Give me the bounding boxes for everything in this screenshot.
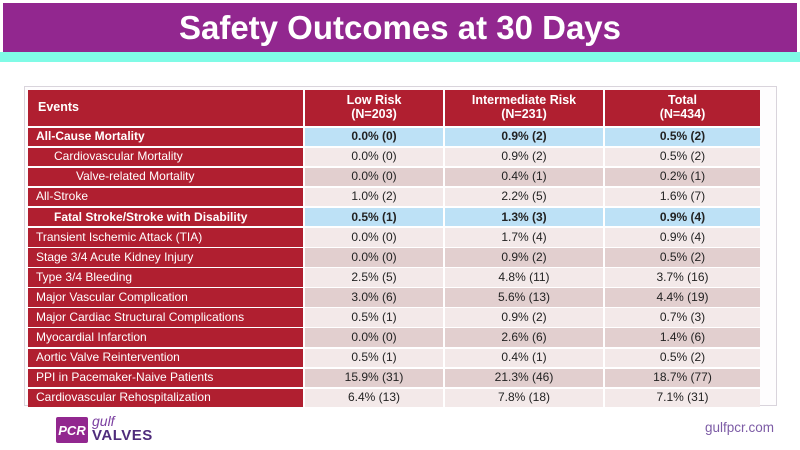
event-label: Major Cardiac Structural Complications: [28, 308, 303, 327]
logo-text: gulf VALVES: [92, 413, 153, 444]
column-header-n: (N=231): [501, 107, 547, 121]
value-cell: 0.9% (2): [445, 147, 603, 167]
event-label: Fatal Stroke/Stroke with Disability: [28, 207, 303, 227]
value-cell: 2.2% (5): [445, 187, 603, 207]
column-header-label: Low Risk: [346, 93, 402, 108]
event-label: Cardiovascular Rehospitalization: [28, 388, 303, 408]
value-cell: 2.6% (6): [445, 328, 603, 348]
event-label: PPI in Pacemaker-Naive Patients: [28, 368, 303, 388]
logo-valves-text: VALVES: [92, 427, 153, 444]
value-cell: 0.9% (4): [605, 227, 760, 247]
value-cell: 0.0% (0): [305, 328, 443, 348]
column-header-total: Total (N=434): [605, 90, 760, 126]
value-cell: 4.8% (11): [445, 268, 603, 287]
value-cell: 2.5% (5): [305, 268, 443, 287]
value-cell: 0.5% (1): [305, 207, 443, 227]
value-cell: 7.8% (18): [445, 388, 603, 408]
value-cell: 1.0% (2): [305, 187, 443, 207]
event-label: Transient Ischemic Attack (TIA): [28, 227, 303, 247]
value-cell: 0.4% (1): [445, 167, 603, 187]
column-header-intermediate-risk: Intermediate Risk (N=231): [445, 90, 603, 126]
value-cell: 6.4% (13): [305, 388, 443, 408]
column-header-label: Intermediate Risk: [471, 93, 577, 108]
value-cell: 0.7% (3): [605, 308, 760, 327]
value-cell: 3.7% (16): [605, 268, 760, 287]
slide-title: Safety Outcomes at 30 Days: [178, 8, 622, 46]
value-cell: 0.9% (2): [445, 127, 603, 147]
value-cell: 5.6% (13): [445, 288, 603, 307]
value-cell: 0.0% (0): [305, 147, 443, 167]
event-label: Valve-related Mortality: [28, 167, 303, 187]
column-header-low-risk: Low Risk (N=203): [305, 90, 443, 126]
value-cell: 0.0% (0): [305, 167, 443, 187]
value-cell: 0.0% (0): [305, 248, 443, 267]
pcr-logo-mark: PCR: [56, 417, 88, 443]
value-cell: 21.3% (46): [445, 368, 603, 388]
value-cell: 1.7% (4): [445, 227, 603, 247]
event-label: Cardiovascular Mortality: [28, 147, 303, 167]
value-cell: 0.5% (1): [305, 308, 443, 327]
value-cell: 4.4% (19): [605, 288, 760, 307]
value-cell: 0.0% (0): [305, 127, 443, 147]
value-cell: 0.5% (2): [605, 127, 760, 147]
value-cell: 18.7% (77): [605, 368, 760, 388]
value-cell: 0.0% (0): [305, 227, 443, 247]
value-cell: 0.5% (1): [305, 348, 443, 368]
value-cell: 1.3% (3): [445, 207, 603, 227]
outcomes-table: Events Low Risk (N=203) Intermediate Ris…: [28, 90, 760, 408]
value-cell: 0.9% (2): [445, 308, 603, 327]
event-label: Myocardial Infarction: [28, 328, 303, 348]
value-cell: 0.5% (2): [605, 348, 760, 368]
column-header-n: (N=434): [659, 107, 706, 121]
column-header-n: (N=203): [351, 107, 397, 121]
website-text: gulfpcr.com: [704, 420, 774, 435]
value-cell: 7.1% (31): [605, 388, 760, 408]
value-cell: 0.2% (1): [605, 167, 760, 187]
value-cell: 15.9% (31): [305, 368, 443, 388]
logo-gulf-text: gulf: [92, 413, 115, 429]
value-cell: 1.4% (6): [605, 328, 760, 348]
value-cell: 1.6% (7): [605, 187, 760, 207]
value-cell: 0.5% (2): [605, 248, 760, 267]
value-cell: 3.0% (6): [305, 288, 443, 307]
pcr-gulf-valves-logo: PCR gulf VALVES: [56, 413, 153, 444]
event-label: Type 3/4 Bleeding: [28, 268, 303, 287]
event-label: All-Cause Mortality: [28, 127, 303, 147]
value-cell: 0.4% (1): [445, 348, 603, 368]
value-cell: 0.9% (4): [605, 207, 760, 227]
event-label: Aortic Valve Reintervention: [28, 348, 303, 368]
value-cell: 0.9% (2): [445, 248, 603, 267]
divider-strip: [0, 52, 800, 62]
event-label: Major Vascular Complication: [28, 288, 303, 307]
event-label: All-Stroke: [28, 187, 303, 207]
column-header-events: Events: [28, 90, 303, 126]
event-label: Stage 3/4 Acute Kidney Injury: [28, 248, 303, 267]
title-banner: Safety Outcomes at 30 Days: [3, 3, 797, 52]
column-header-label: Total: [668, 93, 697, 108]
value-cell: 0.5% (2): [605, 147, 760, 167]
